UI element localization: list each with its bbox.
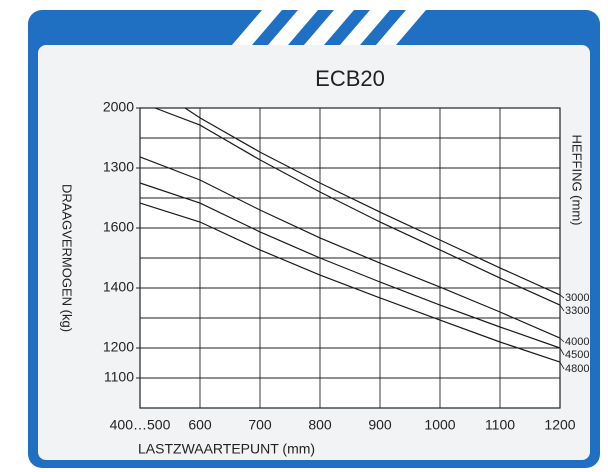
curve-label: 4500 <box>565 349 589 361</box>
curve-label: 3300 <box>565 305 589 317</box>
x-tick-label: 400…500 <box>110 417 171 433</box>
x-tick-label: 1000 <box>424 417 455 433</box>
y-axis-label: DRAAGVERMOGEN (kg) <box>60 184 75 332</box>
leader-line <box>559 304 565 312</box>
curve-label: 4800 <box>565 363 589 375</box>
x-tick-label: 600 <box>188 417 212 433</box>
x-tick-label: 800 <box>308 417 332 433</box>
curve <box>139 202 561 363</box>
y-tick-label: 2000 <box>103 99 134 115</box>
x-tick-label: 1200 <box>544 417 575 433</box>
y-tick-label: 1200 <box>103 339 134 355</box>
curve <box>154 107 561 306</box>
y2-axis-label: HEFFING (mm) <box>570 135 585 226</box>
y-tick-label: 1300 <box>103 159 134 175</box>
leader-line <box>559 294 565 299</box>
x-tick-label: 900 <box>368 417 392 433</box>
leader-line <box>559 347 565 356</box>
y-tick-label: 1400 <box>103 279 134 295</box>
leader-line <box>559 361 565 370</box>
header-stripes <box>232 10 426 45</box>
curve <box>139 156 561 339</box>
curve <box>139 182 561 349</box>
y-tick-label: 1100 <box>104 369 134 385</box>
leader-line <box>559 337 565 343</box>
y-tick-label: 1600 <box>103 219 134 235</box>
curve-label: 4000 <box>565 336 589 348</box>
x-tick-label: 700 <box>248 417 272 433</box>
x-axis-label: LASTZWAARTEPUNT (mm) <box>138 441 315 457</box>
curve-label: 3000 <box>565 292 589 304</box>
x-tick-label: 1100 <box>485 417 515 433</box>
chart-title: ECB20 <box>315 66 385 91</box>
curve <box>184 107 561 296</box>
